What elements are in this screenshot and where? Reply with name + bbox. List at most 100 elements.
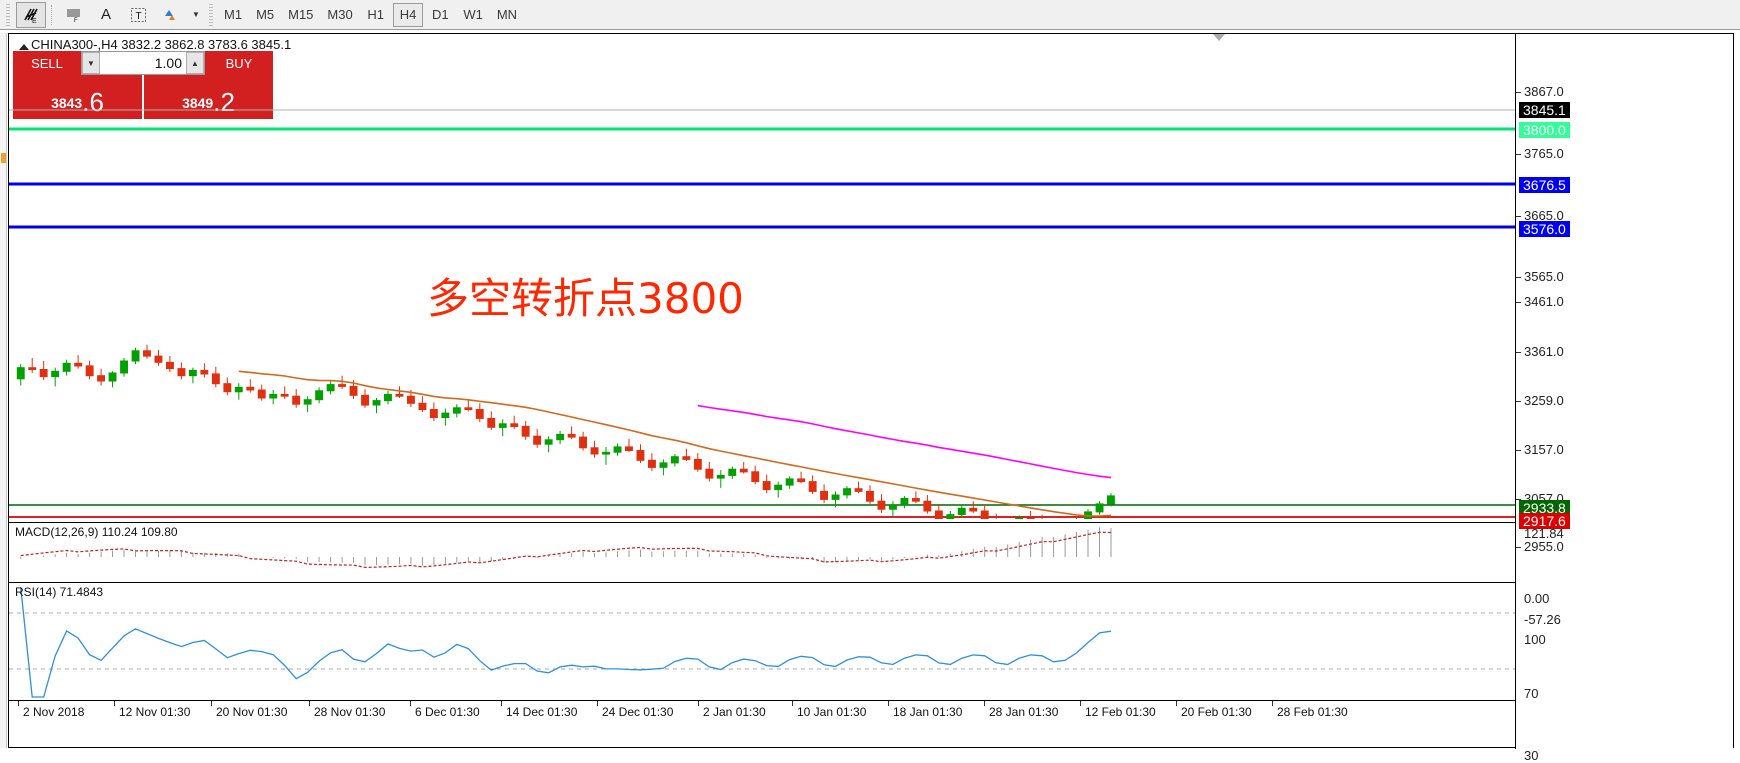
tab-timeframe-m1[interactable]: M1 xyxy=(224,7,243,22)
time-tick xyxy=(984,701,985,706)
rsi-label: RSI(14) 71.4843 xyxy=(15,585,104,599)
rsi-pane[interactable]: RSI(14) 71.4843 xyxy=(9,582,1515,700)
macd-label: MACD(12,26,9) 110.24 109.80 xyxy=(15,525,178,539)
price-tick xyxy=(1516,499,1521,500)
chart-window: CHINA300-,H4 3832.2 3862.8 3783.6 3845.1… xyxy=(8,33,1734,763)
tab-timeframe-m15[interactable]: M15 xyxy=(288,7,314,22)
text-tool-icon[interactable]: A xyxy=(100,6,111,23)
svg-text:T: T xyxy=(135,11,141,22)
level-3576-badge[interactable]: 3576.0 xyxy=(1519,221,1570,237)
toolbar-grip[interactable] xyxy=(6,3,10,26)
price-tick xyxy=(1516,92,1521,93)
text-label-icon[interactable]: T xyxy=(123,2,153,28)
macd-plot xyxy=(20,527,1112,569)
price-axis[interactable]: 3867.0 3765.0 3665.0 3565.0 3461.0 3361.0 3259… xyxy=(1515,34,1733,763)
time-axis-label: 20 Nov 01:30 xyxy=(216,705,288,719)
indicators-grid-icon[interactable]: F xyxy=(59,2,89,28)
time-axis-label: 14 Dec 01:30 xyxy=(506,705,578,719)
tab-timeframe-d1[interactable]: D1 xyxy=(432,7,449,22)
time-axis-label: 6 Dec 01:30 xyxy=(415,705,480,719)
ask-price-integer: 3849 xyxy=(182,95,214,111)
volume-decrement-button[interactable]: ▼ xyxy=(82,52,100,74)
price-tick xyxy=(1516,277,1521,278)
timeframe-grip[interactable] xyxy=(209,3,213,26)
rsi-line xyxy=(20,586,1112,698)
time-tick xyxy=(1080,701,1081,706)
time-tick xyxy=(597,701,598,706)
time-tick xyxy=(698,701,699,706)
price-plot[interactable] xyxy=(9,74,1515,519)
macd-signal-line xyxy=(20,531,1112,569)
bid-badge[interactable]: 2933.8 xyxy=(1519,500,1570,516)
bid-price-integer: 3843 xyxy=(51,95,83,111)
ask-price-decimal: .2 xyxy=(213,87,235,117)
tab-timeframe-h1[interactable]: H1 xyxy=(367,7,385,22)
time-axis-label: 20 Feb 01:30 xyxy=(1181,705,1252,719)
svg-text:F: F xyxy=(74,18,78,23)
time-tick xyxy=(1176,701,1177,706)
bid-price-decimal: .6 xyxy=(82,87,104,117)
price-tick-label: 3461.0 xyxy=(1524,294,1564,309)
time-axis-label: 28 Jan 01:30 xyxy=(989,705,1059,719)
time-tick xyxy=(114,701,115,706)
rsi-plot xyxy=(9,586,1515,698)
tab-timeframe-m5[interactable]: M5 xyxy=(256,7,275,22)
left-scrollbar[interactable] xyxy=(0,33,7,748)
macd-histogram xyxy=(20,527,1112,566)
sell-button[interactable]: SELL xyxy=(13,51,81,75)
one-click-trading-panel[interactable]: SELL ▼ 1.00 ▲ BUY 3843 .6 3849 .2 xyxy=(13,51,273,119)
chart-top-caret-icon xyxy=(1213,34,1225,41)
volume-stepper[interactable]: ▼ 1.00 ▲ xyxy=(81,51,205,75)
tab-timeframe-mn[interactable]: MN xyxy=(496,7,518,22)
time-axis-label: 28 Nov 01:30 xyxy=(314,705,386,719)
time-axis-label: 28 Feb 01:30 xyxy=(1277,705,1348,719)
price-tick-label: 3361.0 xyxy=(1524,344,1564,359)
time-axis-label: 2 Nov 2018 xyxy=(23,705,85,719)
indicator-axis-label: 121.84 xyxy=(1524,526,1564,541)
price-tick xyxy=(1516,547,1521,548)
chart-annotation-text[interactable]: 多空转折点3800 xyxy=(427,274,744,323)
collapse-arrow-icon[interactable] xyxy=(19,44,29,50)
price-tick xyxy=(1516,401,1521,402)
ask-badge[interactable]: 2917.6 xyxy=(1519,513,1570,529)
volume-increment-button[interactable]: ▲ xyxy=(186,52,204,74)
tab-timeframe-w1[interactable]: W1 xyxy=(463,7,483,22)
indicator-axis-label: 100 xyxy=(1524,632,1546,647)
indicator-axis-label: -57.26 xyxy=(1524,612,1561,627)
ask-price-button[interactable]: 3849 .2 xyxy=(142,75,273,119)
time-axis-label: 2 Jan 01:30 xyxy=(703,705,766,719)
time-tick xyxy=(309,701,310,706)
time-tick xyxy=(18,701,19,706)
time-axis-label: 24 Dec 01:30 xyxy=(602,705,674,719)
chart-symbol-label: CHINA300-,H4 3832.2 3862.8 3783.6 3845.1 xyxy=(31,37,292,52)
time-axis-label: 12 Feb 01:30 xyxy=(1085,705,1156,719)
expert-advisor-icon[interactable]: E xyxy=(16,1,46,28)
ma-fast-line xyxy=(238,370,1112,517)
toolbar-separator-1 xyxy=(51,4,52,25)
bid-price-button[interactable]: 3843 .6 xyxy=(13,75,142,119)
price-tick-label: 3765.0 xyxy=(1524,146,1564,161)
toolbar-dropdown-caret: ▼ xyxy=(192,10,200,19)
indicator-axis-label: 30 xyxy=(1524,748,1539,763)
level-3800-badge[interactable]: 3800.0 xyxy=(1519,122,1570,138)
time-tick xyxy=(501,701,502,706)
level-3676-badge[interactable]: 3676.5 xyxy=(1519,177,1570,193)
time-axis-label: 18 Jan 01:30 xyxy=(893,705,963,719)
last-price-badge[interactable]: 3845.1 xyxy=(1519,102,1570,118)
price-tick xyxy=(1516,302,1521,303)
objects-icon[interactable] xyxy=(155,2,185,28)
price-tick-label: 3259.0 xyxy=(1524,393,1564,408)
price-tick xyxy=(1516,450,1521,451)
macd-pane[interactable]: MACD(12,26,9) 110.24 109.80 xyxy=(9,522,1515,582)
volume-input[interactable]: 1.00 xyxy=(154,55,182,71)
scrollbar-thumb[interactable] xyxy=(1,153,6,163)
tab-timeframe-m30[interactable]: M30 xyxy=(327,7,353,22)
tab-timeframe-h4[interactable]: H4 xyxy=(392,2,424,27)
chevron-down-icon[interactable]: ▼ xyxy=(187,2,203,28)
price-tick xyxy=(1516,352,1521,353)
chart-canvas[interactable]: CHINA300-,H4 3832.2 3862.8 3783.6 3845.1… xyxy=(9,34,1733,763)
time-axis-label: 10 Jan 01:30 xyxy=(797,705,867,719)
indicator-axis-label: 0.00 xyxy=(1524,591,1550,606)
price-tick-label: 3867.0 xyxy=(1524,84,1564,99)
buy-button[interactable]: BUY xyxy=(205,51,273,75)
